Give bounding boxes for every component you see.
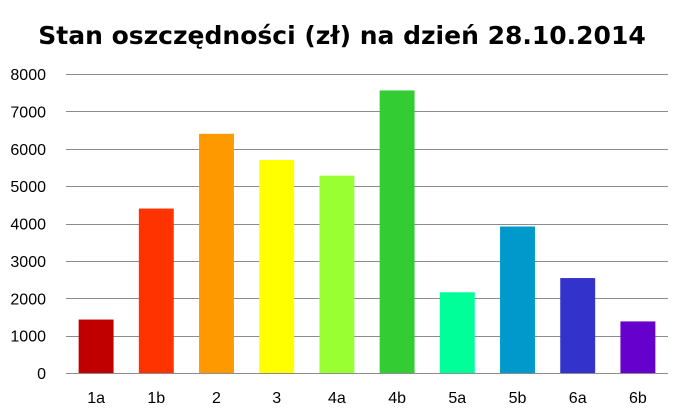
x-tick-label: 5a <box>448 390 466 407</box>
x-tick-label: 1a <box>87 390 105 407</box>
x-tick-label: 1b <box>147 390 165 407</box>
y-tick-label: 6000 <box>10 142 46 159</box>
x-tick-label: 2 <box>212 390 221 407</box>
bar-1b <box>138 208 174 373</box>
bar-2 <box>199 133 234 373</box>
x-tick-label: 6a <box>569 390 587 407</box>
x-tick-label: 3 <box>272 390 281 407</box>
y-axis-tick-labels: 0 1000 2000 3000 4000 5000 6000 7000 8000 <box>10 67 46 383</box>
x-axis-tick-labels: 1a 1b 2 3 4a 4b 5a 5b 6a 6b <box>87 390 647 407</box>
x-tick-label: 4a <box>328 390 346 407</box>
y-tick-label: 3000 <box>10 254 46 271</box>
y-tick-label: 5000 <box>10 179 46 196</box>
bar-4b <box>379 90 415 373</box>
y-tick-label: 2000 <box>10 291 46 308</box>
bar-6a <box>560 278 596 373</box>
bar-5b <box>500 226 535 373</box>
y-tick-label: 8000 <box>10 67 46 84</box>
chart-title: Stan oszczędności (zł) na dzień 28.10.20… <box>38 21 645 50</box>
bar-5a <box>439 292 475 373</box>
bar-3 <box>259 159 295 373</box>
bar-4a <box>319 175 355 373</box>
y-tick-label: 1000 <box>10 329 46 346</box>
x-tick-label: 4b <box>388 390 406 407</box>
y-tick-label: 7000 <box>10 104 46 121</box>
bars <box>78 90 656 373</box>
y-tick-label: 0 <box>37 366 46 383</box>
y-tick-label: 4000 <box>10 217 46 234</box>
bar-1a <box>78 319 114 373</box>
bar-6b <box>620 321 656 373</box>
x-tick-label: 5b <box>509 390 527 407</box>
x-tick-label: 6b <box>629 390 647 407</box>
